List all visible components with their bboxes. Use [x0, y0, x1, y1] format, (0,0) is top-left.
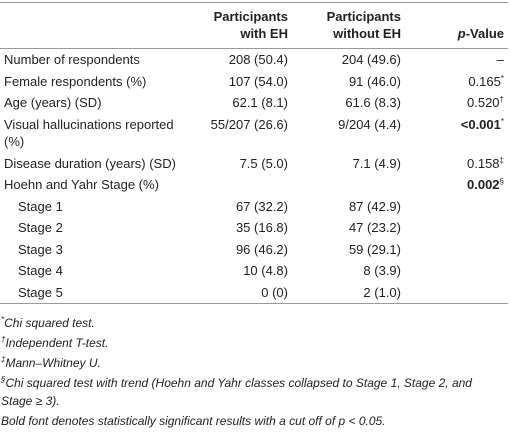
- cell: 91 (46.0): [348, 73, 401, 89]
- footnote-mark: §: [499, 177, 504, 186]
- cell: 204 (49.6): [341, 52, 401, 67]
- footnote-mark: †: [1, 335, 6, 344]
- row-label: Visual hallucinations reported (%): [4, 116, 174, 150]
- table-row: Female respondents (%) 107 (54.0) 91 (46.0…: [0, 71, 508, 93]
- p-value-cell: [405, 196, 508, 218]
- footnote-mark: *: [500, 73, 504, 83]
- cell: 62.1 (8.1): [232, 95, 288, 110]
- p-value: –: [496, 52, 504, 67]
- footnote-mark: *: [500, 116, 504, 126]
- cell: 208 (50.4): [228, 52, 288, 67]
- header-row: Participants with EH Participants withou…: [0, 2, 508, 49]
- cell: 0 (0): [261, 284, 288, 300]
- p-value-cell: 0.520†: [405, 92, 508, 114]
- header-cell: Participants without EH: [326, 9, 401, 41]
- footnote: ‡Mann–Whitney U.: [1, 354, 506, 372]
- footnote-mark: †: [499, 95, 504, 104]
- table-row: Stage 4 10 (4.8) 8 (3.9): [0, 260, 508, 282]
- header-cell: p-Value: [405, 3, 508, 49]
- table-row: Stage 5 0 (0) 2 (1.0): [0, 282, 508, 304]
- footnote-mark: §: [1, 375, 6, 384]
- cell: 7.5 (5.0): [239, 155, 288, 171]
- row-label: Number of respondents: [4, 52, 140, 67]
- header-text: -Value: [465, 26, 504, 41]
- row-label: Stage 3: [18, 241, 63, 257]
- row-label: Stage 1: [18, 198, 63, 214]
- p-value-cell: [405, 260, 508, 282]
- p-value: <0.001: [460, 116, 501, 132]
- cell: 7.1 (4.9): [352, 155, 401, 171]
- footnote: *Chi squared test.: [1, 314, 506, 332]
- cell: 59 (29.1): [348, 241, 401, 257]
- p-value-cell: <0.001*: [405, 114, 508, 153]
- cell: 107 (54.0): [228, 73, 288, 89]
- table-row: Age (years) (SD) 62.1 (8.1) 61.6 (8.3) 0.52…: [0, 92, 508, 114]
- footnote-mark: ‡: [1, 355, 6, 364]
- p-value-cell: [405, 282, 508, 304]
- cell: 55/207 (26.6): [210, 116, 288, 132]
- cell: 87 (42.9): [348, 198, 401, 214]
- data-table: Participants with EH Participants withou…: [0, 2, 508, 304]
- p-value: 0.165: [468, 73, 501, 89]
- row-label: Disease duration (years) (SD): [4, 155, 176, 171]
- table-row: Stage 3 96 (46.2) 59 (29.1): [0, 239, 508, 261]
- p-value-cell: 0.158‡: [405, 153, 508, 175]
- row-label: Hoehn and Yahr Stage (%): [4, 177, 159, 192]
- header-italic: p: [457, 26, 466, 41]
- table-row: Stage 2 35 (16.8) 47 (23.2): [0, 217, 508, 239]
- row-label: Female respondents (%): [4, 73, 147, 89]
- p-value-cell: [405, 239, 508, 261]
- footnote-text: Mann–Whitney U.: [5, 356, 101, 370]
- footnote-mark: ‡: [499, 155, 504, 165]
- p-value: 0.520: [467, 95, 500, 110]
- row-label: Stage 2: [18, 220, 63, 235]
- table-row: Disease duration (years) (SD) 7.5 (5.0) 7.…: [0, 153, 508, 175]
- cell: 96 (46.2): [235, 241, 288, 257]
- p-value-cell: 0.165*: [405, 71, 508, 93]
- p-value-cell: [405, 217, 508, 239]
- p-value: 0.002: [467, 177, 500, 192]
- footnote: §Chi squared test with trend (Hoehn and …: [1, 374, 506, 410]
- footnote: Bold font denotes statistically signific…: [1, 412, 506, 430]
- table-row: Hoehn and Yahr Stage (%) 0.002§: [0, 174, 508, 196]
- header-cell: Participants with EH: [213, 9, 288, 41]
- cell: 9/204 (4.4): [338, 116, 401, 132]
- header-cell: [0, 3, 190, 49]
- table-row: Number of respondents 208 (50.4) 204 (49.6…: [0, 49, 508, 71]
- cell: 10 (4.8): [243, 263, 288, 278]
- footnote-text: Chi squared test with trend (Hoehn and Y…: [1, 376, 472, 408]
- row-label: Age (years) (SD): [4, 95, 102, 110]
- row-label: Stage 5: [18, 284, 63, 300]
- cell: 47 (23.2): [348, 220, 401, 235]
- cell: [292, 174, 405, 196]
- footnote-text: Chi squared test.: [4, 316, 95, 330]
- p-value: 0.158: [467, 155, 500, 171]
- cell: [190, 174, 292, 196]
- footnote-mark: *: [1, 315, 5, 324]
- cell: 35 (16.8): [235, 220, 288, 235]
- table-row: Visual hallucinations reported (%) 55/207…: [0, 114, 508, 153]
- cell: 2 (1.0): [363, 284, 401, 300]
- cell: 8 (3.9): [363, 263, 401, 278]
- footnote-text: Independent T-test.: [5, 336, 109, 350]
- footnote-text: Bold font denotes statistically signific…: [1, 414, 386, 428]
- cell: 67 (32.2): [235, 198, 288, 214]
- table-row: Stage 1 67 (32.2) 87 (42.9): [0, 196, 508, 218]
- p-value-cell: –: [405, 49, 508, 71]
- cell: 61.6 (8.3): [345, 95, 401, 110]
- row-label: Stage 4: [18, 263, 63, 278]
- footnotes: *Chi squared test. †Independent T-test. ‡M…: [0, 314, 510, 430]
- p-value-cell: 0.002§: [405, 174, 508, 196]
- footnote: †Independent T-test.: [1, 334, 506, 352]
